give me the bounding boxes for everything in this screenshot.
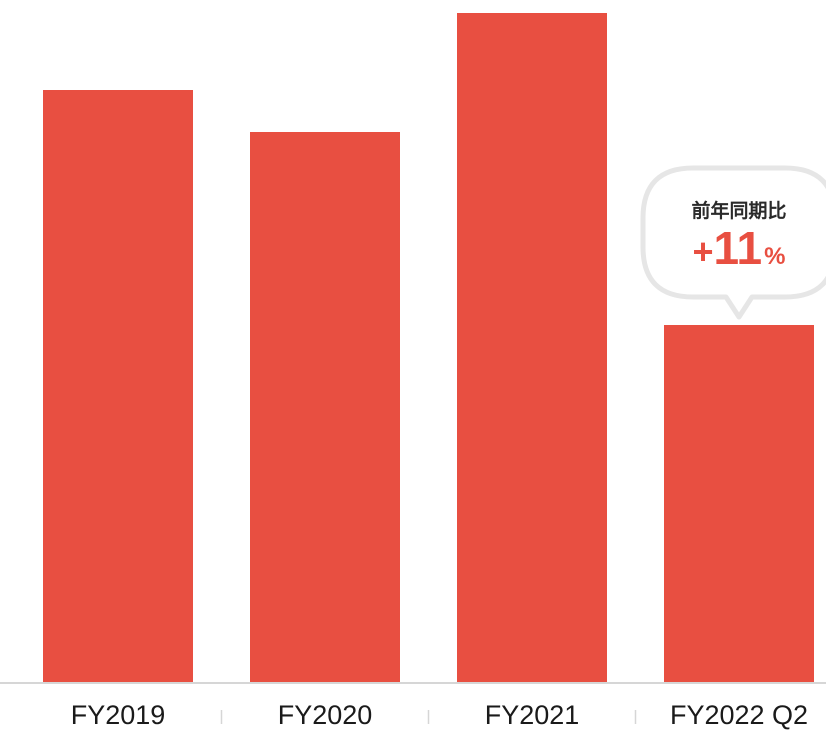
x-tick-label-fy2019: FY2019 [71,700,166,730]
callout-value-unit: % [764,243,785,270]
callout-value-number: 11 [714,222,763,274]
callout-title: 前年同期比 [691,199,786,222]
bar-fy2020 [250,132,400,682]
x-tick-label-fy2022-q2: FY2022 Q2 [670,700,808,730]
x-tick-labels: FY2019 FY2020 FY2021 FY2022 Q2 [71,700,808,730]
bar-fy2019 [43,90,193,682]
yoy-callout: 前年同期比 +11% [640,165,826,320]
x-tick-label-fy2021: FY2021 [485,700,580,730]
bar-fy2022-q2 [664,325,814,682]
bars-group [43,13,814,682]
bar-fy2021 [457,13,607,682]
category-separators [220,710,637,724]
callout-value: +11% [692,222,785,274]
callout-value-sign: + [692,231,713,272]
x-tick-label-fy2020: FY2020 [278,700,373,730]
callout-bubble [640,165,826,320]
